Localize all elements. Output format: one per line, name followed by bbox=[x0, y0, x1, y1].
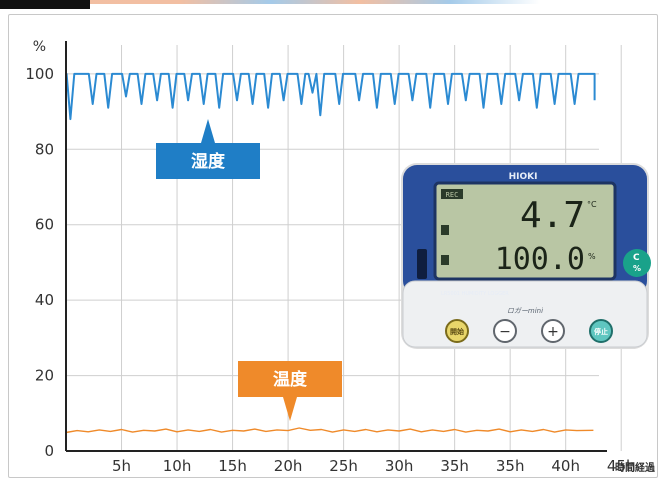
y-tick-label: 100 bbox=[25, 65, 54, 83]
device-side-badge-pct: % bbox=[633, 264, 641, 273]
temperature-callout-label: 温度 bbox=[273, 369, 308, 390]
x-tick-label: 20h bbox=[274, 457, 303, 475]
x-tick-label: 15h bbox=[218, 457, 247, 475]
device-button-stop[interactable]: 停止 bbox=[589, 319, 613, 343]
device-brand: HIOKI bbox=[509, 172, 538, 182]
lcd-temp-unit: °C bbox=[587, 200, 597, 209]
temperature-callout: 温度 bbox=[238, 361, 342, 421]
lcd-marker-1 bbox=[441, 225, 449, 235]
y-tick-label: 60 bbox=[35, 216, 54, 234]
axes: % 時間経過 bbox=[33, 39, 656, 474]
humidity-callout-label: 湿度 bbox=[191, 151, 226, 172]
device-button-start-label: 開始 bbox=[450, 327, 464, 336]
chart-panel: % 時間経過 0 20 40 60 80 100 5h 10h 15h 20h 25h 30h 35h… bbox=[8, 14, 658, 478]
x-tick-label: 40h bbox=[551, 457, 580, 475]
series-layer bbox=[65, 72, 596, 434]
y-tick-labels: 0 20 40 60 80 100 bbox=[25, 65, 54, 460]
y-tick-label: 80 bbox=[35, 140, 54, 158]
x-tick-label: 35h bbox=[440, 457, 469, 475]
x-tick-label: 45h bbox=[607, 457, 636, 475]
device-side-badge-c: C bbox=[633, 253, 640, 263]
device-side-slot bbox=[417, 249, 427, 279]
temperature-callout-pointer bbox=[283, 397, 297, 421]
top-strip bbox=[0, 0, 658, 12]
chart-svg: % 時間経過 0 20 40 60 80 100 5h 10h 15h 20h 25h 30h 35h… bbox=[25, 39, 656, 475]
x-axis-title: 時間経過 bbox=[615, 461, 656, 474]
lcd-marker-2 bbox=[441, 255, 449, 265]
device-side-badge bbox=[623, 249, 651, 277]
lcd-humidity-unit: % bbox=[588, 252, 596, 261]
device-button-start[interactable]: 開始 bbox=[445, 319, 469, 343]
x-tick-label: 30h bbox=[385, 457, 414, 475]
x-tick-label: 10h bbox=[163, 457, 192, 475]
temperature-callout-box bbox=[238, 361, 342, 397]
top-accent-bar bbox=[90, 0, 540, 4]
x-tick-label: 25h bbox=[329, 457, 358, 475]
device-button-minus-label: − bbox=[499, 324, 511, 340]
humidity-callout-pointer bbox=[201, 119, 215, 143]
lcd-rec-text: REC bbox=[446, 191, 459, 199]
lcd-temperature-reading: 4.7 bbox=[520, 195, 585, 236]
y-tick-label: 0 bbox=[44, 442, 54, 460]
humidity-line bbox=[65, 72, 596, 121]
humidity-callout: 湿度 bbox=[156, 119, 260, 179]
device-sub-brand: ロガーmini bbox=[507, 307, 543, 315]
lcd-rec-indicator bbox=[441, 189, 463, 199]
temperature-line bbox=[65, 427, 594, 434]
device-button-minus[interactable]: − bbox=[493, 319, 517, 343]
data-logger-device: HIOKI REC 4.7 °C 100.0 % C % LR5001 HUMI… bbox=[401, 163, 651, 349]
device-lcd bbox=[433, 181, 617, 281]
top-black-bar bbox=[0, 0, 90, 9]
x-tick-labels: 5h 10h 15h 20h 25h 30h 35h 35h 40h 45h bbox=[112, 457, 636, 475]
device-button-plus-label: + bbox=[547, 324, 559, 340]
humidity-callout-box bbox=[156, 143, 260, 179]
device-button-plus[interactable]: + bbox=[541, 319, 565, 343]
device-model-label: LR5001 HUMIDITY LOGGER bbox=[441, 291, 509, 297]
y-tick-label: 40 bbox=[35, 291, 54, 309]
device-button-stop-label: 停止 bbox=[594, 327, 608, 336]
lcd-humidity-reading: 100.0 bbox=[495, 242, 585, 277]
y-axis-unit: % bbox=[33, 39, 46, 55]
x-tick-label: 35h bbox=[496, 457, 525, 475]
y-tick-label: 20 bbox=[35, 367, 54, 385]
x-tick-label: 5h bbox=[112, 457, 131, 475]
